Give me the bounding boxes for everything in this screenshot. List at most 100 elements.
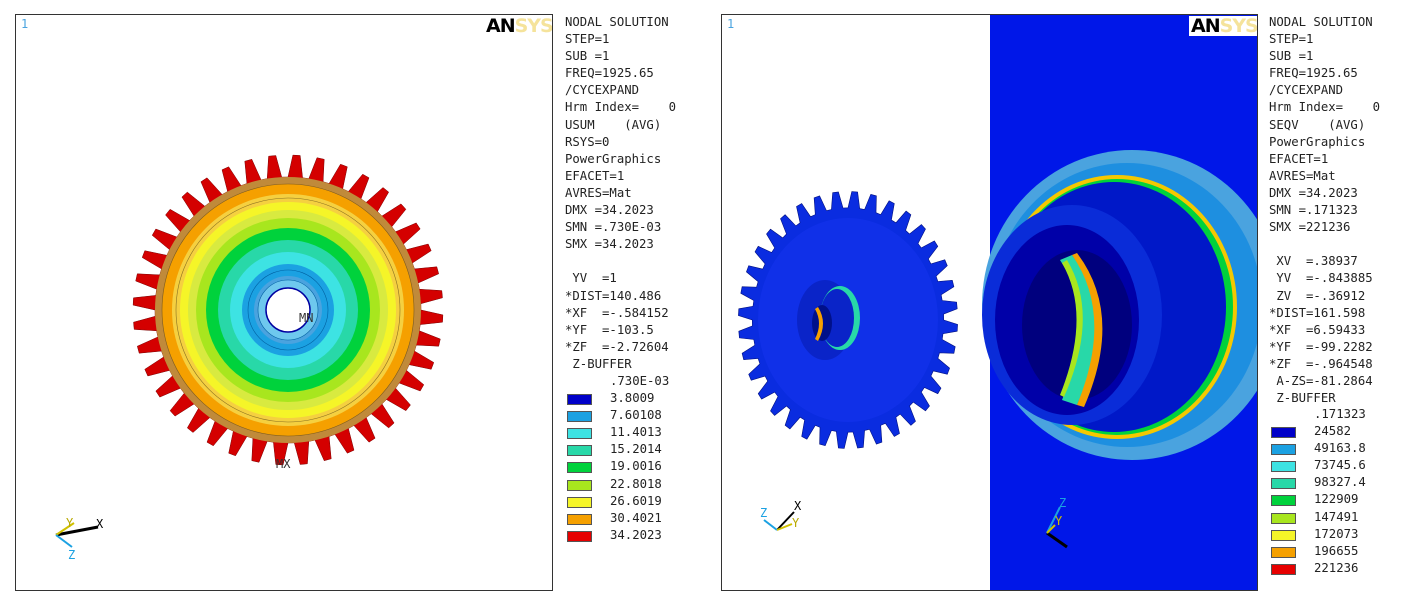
info-line: XV =.38937 bbox=[1269, 254, 1358, 269]
info-line: FREQ=1925.65 bbox=[565, 66, 654, 81]
gear-model bbox=[132, 154, 444, 466]
right-result-panel: 1 ANSYS Z X bbox=[704, 0, 1403, 603]
info-line: SMX =34.2023 bbox=[565, 237, 654, 252]
window-number: 1 bbox=[21, 17, 29, 31]
info-line: *YF =-103.5 bbox=[565, 322, 654, 337]
legend-value: 196655 bbox=[1314, 543, 1359, 558]
triad-z-label: Z bbox=[760, 506, 767, 520]
info-line: Z-BUFFER bbox=[565, 356, 632, 371]
left-solution-info: NODAL SOLUTION STEP=1 SUB =1 FREQ=1925.65/C… bbox=[565, 14, 676, 373]
legend-min-value: .171323 bbox=[1314, 407, 1366, 421]
zoomed-hub-model bbox=[982, 150, 1257, 460]
info-line: USUM (AVG) bbox=[565, 117, 662, 132]
legend-color-swatch bbox=[567, 530, 592, 542]
info-line: *DIST=161.598 bbox=[1269, 305, 1366, 320]
legend-color-swatch bbox=[1271, 461, 1296, 473]
legend-value: 11.4013 bbox=[610, 425, 662, 440]
legend-value: 30.4021 bbox=[610, 510, 662, 525]
info-line: *ZF =-.964548 bbox=[1269, 356, 1373, 371]
gear-contour-plot: MN MX Y X Z bbox=[55, 154, 444, 562]
info-line: A-ZS=-81.2864 bbox=[1269, 373, 1373, 388]
legend-color-swatch bbox=[567, 445, 592, 457]
legend-value: 19.0016 bbox=[610, 459, 662, 474]
legend-value: 147491 bbox=[1314, 509, 1359, 524]
left-result-panel: 1 ANSYS MN MX Y X Z NODAL SOLUTION STEP=1… bbox=[15, 14, 676, 591]
info-line: AVRES=Mat bbox=[565, 185, 632, 200]
legend-color-swatch bbox=[1271, 427, 1296, 439]
axis-triad-right: Z Y bbox=[1046, 496, 1068, 549]
legend-value: 49163.8 bbox=[1314, 441, 1366, 456]
info-line: SEQV (AVG) bbox=[1269, 117, 1366, 132]
mx-marker: MX bbox=[276, 457, 291, 471]
info-line: NODAL SOLUTION bbox=[565, 15, 669, 29]
legend-color-swatch bbox=[567, 462, 592, 474]
legend-value: 172073 bbox=[1314, 526, 1359, 541]
legend-color-swatch bbox=[1271, 563, 1296, 575]
info-line bbox=[565, 253, 676, 270]
legend-color-swatch bbox=[567, 513, 592, 525]
triad-z-label: Z bbox=[1059, 496, 1066, 510]
triad-y-label: Y bbox=[66, 516, 74, 530]
axis-triad: Y X Z bbox=[55, 516, 104, 562]
gear-model-iso bbox=[738, 191, 958, 449]
legend-value: 122909 bbox=[1314, 492, 1359, 507]
info-line: RSYS=0 bbox=[565, 134, 610, 149]
info-line: SMN =.171323 bbox=[1269, 203, 1358, 218]
legend-value: 24582 bbox=[1314, 424, 1352, 439]
legend-min-value: .730E-03 bbox=[610, 374, 670, 388]
info-line: EFACET=1 bbox=[1269, 151, 1329, 166]
right-graphics-viewport[interactable]: 1 ANSYS Z X bbox=[721, 14, 1258, 591]
info-line: FREQ=1925.65 bbox=[1269, 66, 1358, 81]
legend-color-swatch bbox=[567, 479, 592, 491]
info-line: SUB =1 bbox=[565, 49, 610, 64]
info-line: DMX =34.2023 bbox=[1269, 185, 1358, 200]
legend-color-swatch bbox=[1271, 444, 1296, 456]
info-line: Hrm Index= 0 bbox=[1269, 100, 1381, 115]
info-line: PowerGraphics bbox=[1269, 134, 1366, 149]
right-solution-info: NODAL SOLUTION STEP=1 SUB =1 FREQ=1925.65/C… bbox=[1269, 14, 1380, 407]
info-line: PowerGraphics bbox=[565, 151, 662, 166]
triad-x-label: X bbox=[96, 517, 104, 531]
info-line: ZV =-.36912 bbox=[1269, 288, 1366, 303]
legend-value: 73745.6 bbox=[1314, 458, 1366, 473]
info-line: *XF =-.584152 bbox=[565, 305, 669, 320]
ansys-logo: ANSYS bbox=[484, 15, 553, 37]
info-line: SUB =1 bbox=[1269, 49, 1314, 64]
legend-value: 22.8018 bbox=[610, 476, 662, 491]
info-line: SMX =221236 bbox=[1269, 220, 1351, 235]
mn-marker: MN bbox=[299, 311, 313, 325]
info-line: Hrm Index= 0 bbox=[565, 100, 677, 115]
triad-y-label: Y bbox=[1055, 514, 1063, 528]
info-line: SMN =.730E-03 bbox=[565, 220, 662, 235]
legend-color-swatch bbox=[567, 394, 592, 406]
legend-value: 221236 bbox=[1314, 560, 1359, 575]
info-line: NODAL SOLUTION bbox=[1269, 15, 1373, 29]
legend-color-swatch bbox=[1271, 495, 1296, 507]
info-line: *YF =-99.2282 bbox=[1269, 339, 1373, 354]
legend-color-swatch bbox=[1271, 478, 1296, 490]
info-line: YV =-.843885 bbox=[1269, 271, 1373, 286]
info-line: Z-BUFFER bbox=[1269, 391, 1336, 406]
info-line: *ZF =-2.72604 bbox=[565, 339, 669, 354]
info-line: YV =1 bbox=[565, 271, 617, 286]
info-line: STEP=1 bbox=[565, 32, 610, 47]
info-line: *XF =6.59433 bbox=[1269, 322, 1366, 337]
legend-value: 7.60108 bbox=[610, 408, 662, 423]
legend-value: 15.2014 bbox=[610, 442, 662, 457]
legend-color-swatch bbox=[567, 411, 592, 423]
legend-color-swatch bbox=[567, 428, 592, 440]
info-line: STEP=1 bbox=[1269, 32, 1314, 47]
triad-y-label: Y bbox=[792, 516, 800, 530]
stress-contour-plot: Z X Y Z Y bbox=[738, 150, 1257, 549]
legend-color-swatch bbox=[1271, 512, 1296, 524]
info-line: /CYCEXPAND bbox=[565, 83, 640, 98]
window-number: 1 bbox=[727, 17, 735, 31]
info-line bbox=[1269, 236, 1380, 253]
triad-x-label: X bbox=[794, 499, 802, 513]
left-graphics-viewport[interactable]: 1 ANSYS MN MX Y X Z bbox=[15, 14, 553, 591]
info-line: *DIST=140.486 bbox=[565, 288, 662, 303]
info-line: AVRES=Mat bbox=[1269, 168, 1336, 183]
legend-value: 26.6019 bbox=[610, 493, 662, 508]
legend-color-swatch bbox=[1271, 546, 1296, 558]
info-line: DMX =34.2023 bbox=[565, 203, 654, 218]
